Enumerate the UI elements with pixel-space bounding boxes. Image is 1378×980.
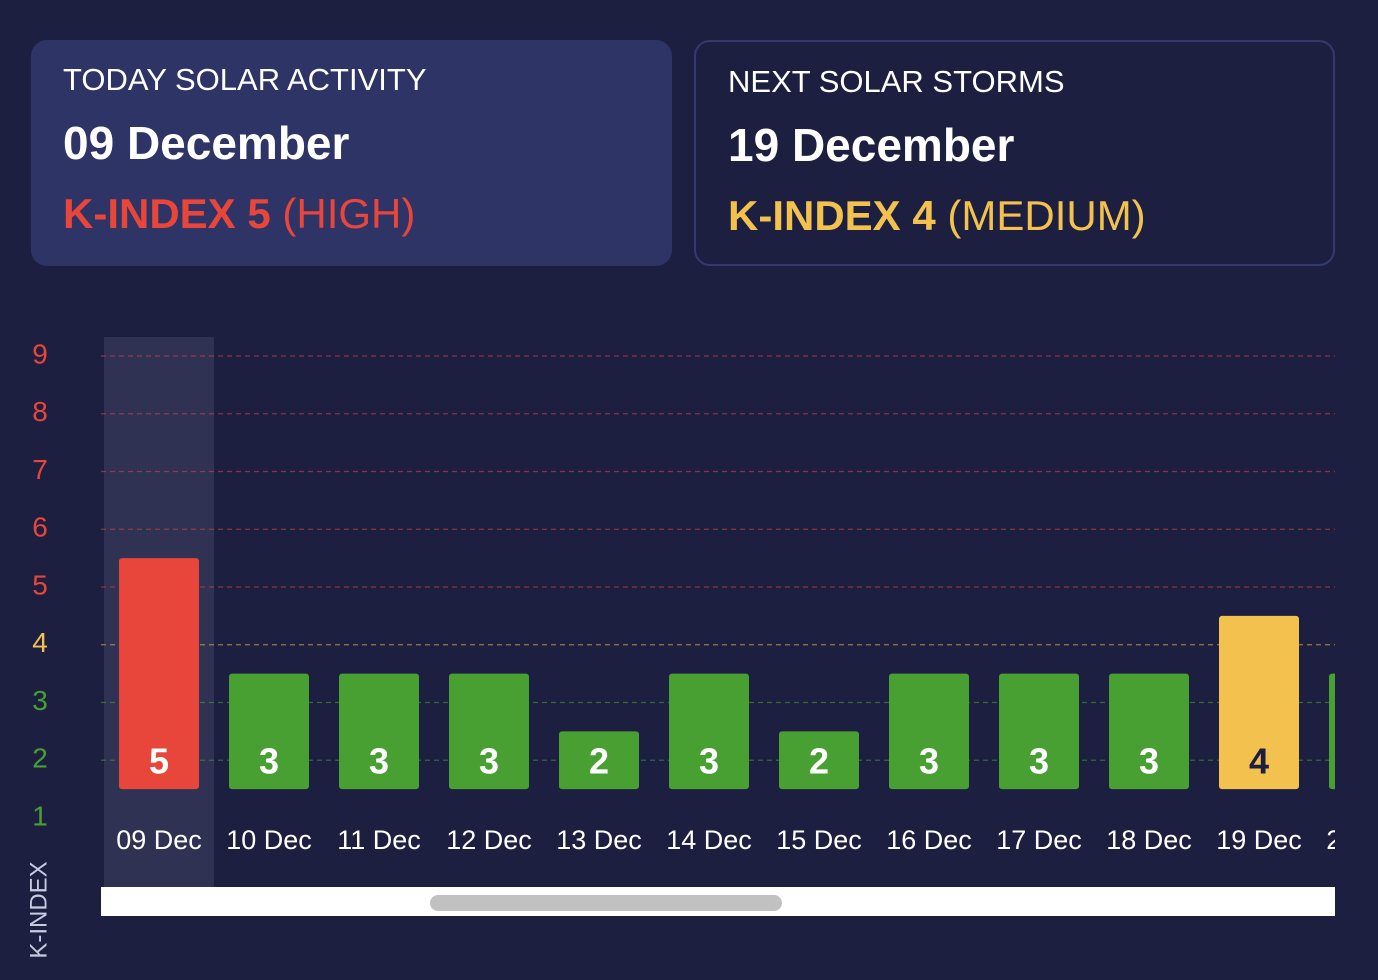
bar-value-label: 3 [699,741,719,782]
y-tick-label: 2 [32,743,48,774]
y-tick-label: 1 [32,800,48,831]
card-date: 09 December [63,117,350,169]
y-tick-label: 5 [32,569,48,600]
x-tick-label: 10 Dec [226,825,312,855]
y-axis-label: K-INDEX [25,861,52,958]
bar-value-label: 3 [1029,741,1049,782]
bar [669,673,749,790]
k-level: (HIGH) [282,190,416,237]
bar-value-label: 3 [369,741,389,782]
x-tick-label: 14 Dec [666,825,752,855]
y-tick-label: 8 [32,396,48,427]
bar [1109,673,1189,790]
bar [119,558,199,790]
bar-value-label: 3 [479,741,499,782]
today-card: TODAY SOLAR ACTIVITY 09 December K-INDEX… [31,40,672,266]
card-date: 19 December [728,119,1015,171]
x-tick-label: 17 Dec [996,825,1082,855]
card-title: TODAY SOLAR ACTIVITY [63,62,427,97]
next-card: NEXT SOLAR STORMS 19 December K-INDEX 4 … [694,40,1335,266]
card-index: K-INDEX 5 (HIGH) [63,190,640,238]
bar-value-label: 2 [589,741,609,782]
bar [229,673,309,790]
bar-value-label: 2 [809,741,829,782]
k-index: K-INDEX 5 [63,190,271,237]
x-tick-label: 15 Dec [776,825,862,855]
x-tick-label: 19 Dec [1216,825,1302,855]
y-tick-label: 3 [32,685,48,716]
card-title: NEXT SOLAR STORMS [728,64,1065,99]
bar-value-label: 3 [1139,741,1159,782]
bar [339,673,419,790]
bar [449,673,529,790]
bar-value-label: 4 [1249,741,1269,782]
x-tick-label: 20 Dec [1326,825,1378,855]
y-tick-label: 4 [32,627,48,658]
k-index: K-INDEX 4 [728,192,936,239]
bar [559,731,639,790]
bar-value-label: 3 [1359,741,1378,782]
y-tick-label: 9 [32,338,48,369]
x-tick-label: 11 Dec [337,825,421,855]
x-tick-label: 12 Dec [446,825,532,855]
bar [1329,673,1335,790]
bar [779,731,859,790]
bar-value-label: 3 [259,741,279,782]
card-index: K-INDEX 4 (MEDIUM) [728,192,1301,240]
bar [999,673,1079,790]
scrollbar-thumb[interactable] [430,895,782,911]
bar [1219,615,1299,790]
bar-value-label: 5 [149,741,169,782]
y-tick-label: 7 [32,454,48,485]
y-tick-label: 6 [32,512,48,543]
x-tick-label: 18 Dec [1106,825,1192,855]
x-tick-label: 16 Dec [886,825,972,855]
bar-value-label: 3 [919,741,939,782]
x-tick-label: 09 Dec [116,825,202,855]
bar [889,673,969,790]
x-tick-label: 13 Dec [556,825,642,855]
k-level: (MEDIUM) [947,192,1146,239]
